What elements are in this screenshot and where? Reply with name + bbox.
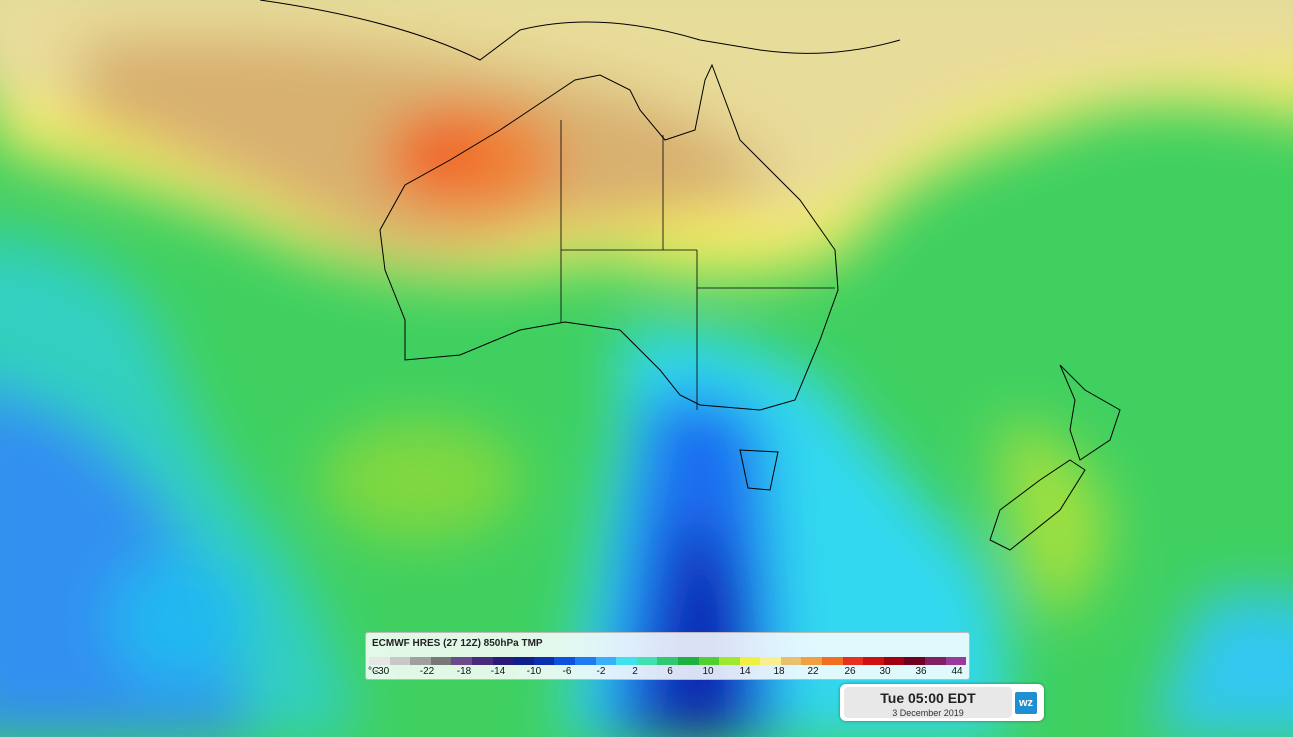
nz-south-island <box>989 459 1086 551</box>
color-swatch <box>451 657 472 665</box>
scale-label: 6 <box>667 666 673 677</box>
logo[interactable]: wz <box>1015 692 1037 714</box>
color-swatch <box>739 657 761 665</box>
scale-label: 14 <box>739 666 751 677</box>
time-label: Tue 05:00 EDT <box>880 690 976 706</box>
color-swatch <box>657 657 678 665</box>
color-swatch <box>574 657 596 665</box>
scale-label: 22 <box>807 666 819 677</box>
scale-label: 36 <box>915 666 927 677</box>
color-swatch <box>389 657 411 665</box>
scale-label: -2 <box>596 666 606 677</box>
color-swatch <box>636 657 658 665</box>
color-swatch <box>801 657 823 665</box>
scale-label: -14 <box>490 666 506 677</box>
color-swatch <box>513 657 534 665</box>
scale-label: 18 <box>773 666 785 677</box>
australia <box>379 63 839 411</box>
color-swatch <box>780 657 802 665</box>
date-label: 3 December 2019 <box>892 708 964 718</box>
scale-label: -10 <box>526 666 542 677</box>
nz-north-island <box>1059 364 1121 461</box>
scale-label: -30 <box>374 666 390 677</box>
time-display: Tue 05:00 EDT 3 December 2019 <box>844 687 1012 718</box>
color-swatch <box>925 657 946 665</box>
scale-label: -22 <box>419 666 435 677</box>
legend-title: ECMWF HRES (27 12Z) 850hPa TMP <box>372 638 543 649</box>
unit-label: °C <box>368 666 380 677</box>
color-swatch <box>677 657 699 665</box>
scale-label: -18 <box>456 666 472 677</box>
color-swatch <box>760 657 781 665</box>
scale-label: 44 <box>951 666 963 677</box>
color-swatch <box>471 657 493 665</box>
scale-label: 10 <box>702 666 714 677</box>
color-swatch <box>883 657 905 665</box>
color-swatch <box>945 657 967 665</box>
color-swatch <box>698 657 720 665</box>
color-swatch <box>842 657 864 665</box>
scale-label: 2 <box>632 666 638 677</box>
color-swatch <box>410 657 431 665</box>
scale-label: 26 <box>844 666 856 677</box>
state-borders <box>560 120 835 410</box>
color-swatch <box>822 657 843 665</box>
color-swatch <box>719 657 740 665</box>
coastlines <box>259 0 1121 551</box>
color-swatch <box>863 657 884 665</box>
scale-label: 30 <box>879 666 891 677</box>
color-swatch <box>533 657 555 665</box>
color-swatch <box>369 657 390 665</box>
scale-label: -6 <box>562 666 572 677</box>
color-swatch <box>904 657 926 665</box>
legend: ECMWF HRES (27 12Z) 850hPa TMP °C -30 -22… <box>365 632 970 680</box>
color-swatch <box>554 657 575 665</box>
indonesia-coast <box>259 0 901 61</box>
color-bar <box>369 657 967 665</box>
color-swatch <box>616 657 637 665</box>
color-swatch <box>595 657 617 665</box>
color-swatch <box>492 657 514 665</box>
tasmania <box>739 449 779 491</box>
color-swatch <box>430 657 452 665</box>
time-panel: Tue 05:00 EDT 3 December 2019 wz <box>840 684 1044 721</box>
